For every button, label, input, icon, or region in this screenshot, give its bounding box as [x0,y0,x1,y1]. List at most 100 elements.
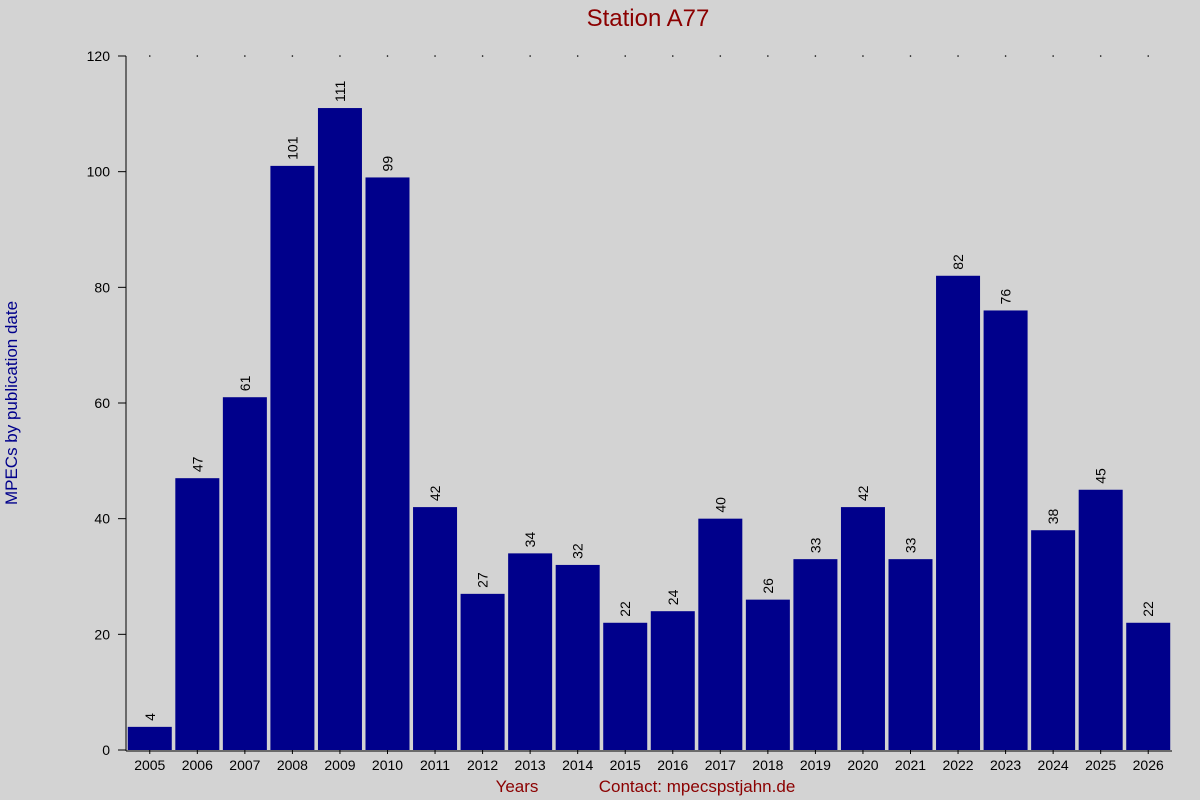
top-dot [1004,55,1007,57]
bar [270,165,315,751]
bar [888,559,933,750]
bar [745,599,790,750]
top-dot [244,55,246,57]
value-label: 38 [1045,508,1061,524]
x-axis-label: Years [496,777,539,796]
value-label: 32 [570,543,586,559]
value-label: 33 [807,537,823,553]
x-tick-label: 2017 [705,757,736,773]
bar [603,622,648,750]
top-dot [1147,55,1150,57]
value-label: 40 [712,497,728,513]
top-dot [386,55,389,57]
value-label: 45 [1093,468,1109,484]
y-tick-label: 20 [94,626,110,642]
value-label: 76 [998,289,1014,305]
x-tick-label: 2018 [752,757,783,773]
top-dot [481,55,484,57]
top-dot [576,55,579,57]
bar [222,397,267,750]
x-tick-label: 2010 [372,757,403,773]
y-tick-label: 40 [94,511,110,527]
value-label: 42 [855,485,871,501]
bar [1031,530,1076,750]
bar [650,611,695,750]
bar [413,507,458,750]
bar [508,553,553,750]
top-dot [909,55,912,57]
bar [460,593,505,750]
contact: Contact: mpecspstjahn.de [599,777,796,796]
x-tick-label: 2011 [420,757,450,773]
value-label: 47 [189,456,205,472]
bar [793,559,838,750]
x-tick-label: 2019 [800,757,831,773]
bar [983,310,1028,750]
value-label: 101 [284,136,300,160]
top-dot [624,55,627,57]
value-label: 4 [142,713,158,721]
bar [127,726,172,750]
value-label: 111 [332,81,348,102]
x-tick-label: 2022 [942,757,973,773]
top-dot [529,55,531,57]
x-tick-label: 2023 [990,757,1021,773]
top-dot [434,55,436,57]
value-label: 22 [617,601,633,617]
bar [365,177,410,750]
value-label: 34 [522,532,538,548]
x-tick-label: 2008 [277,757,308,773]
x-tick-label: 2026 [1133,757,1164,773]
y-tick-label: 60 [94,395,110,411]
bar [1126,622,1171,750]
x-tick-label: 2021 [895,757,926,773]
top-dot [719,55,722,57]
x-tick-label: 2012 [467,757,498,773]
x-tick-label: 2014 [562,757,593,773]
top-dot [1052,55,1054,57]
x-tick-label: 2015 [610,757,641,773]
value-label: 61 [237,375,253,391]
x-tick-label: 2020 [847,757,878,773]
bar [1078,489,1123,750]
y-tick-label: 0 [102,742,110,758]
y-tick-label: 100 [87,164,111,180]
x-tick-label: 2024 [1038,757,1069,773]
y-axis-label: MPECs by publication date [2,301,21,505]
top-dot [291,55,294,57]
top-dot [767,55,769,57]
bar [317,108,362,751]
x-tick-label: 2009 [324,757,355,773]
top-dot [814,55,817,57]
value-label: 26 [760,578,776,594]
value-label: 42 [427,485,443,501]
bar [936,275,981,750]
chart-title: Station A77 [587,5,710,32]
x-tick-label: 2006 [182,757,213,773]
value-label: 99 [380,156,396,172]
value-label: 33 [903,537,919,553]
value-label: 22 [1140,601,1156,617]
value-label: 82 [950,254,966,270]
bar [698,518,743,750]
x-tick-label: 2025 [1085,757,1116,773]
bar [555,564,600,750]
y-tick-label: 120 [87,48,111,64]
top-dot [671,55,674,57]
bar [175,478,220,750]
value-label: 24 [665,589,681,605]
y-tick-label: 80 [94,279,110,295]
top-dot [339,55,341,57]
x-tick-label: 2007 [229,757,260,773]
bar [840,507,885,750]
top-dot [148,55,151,57]
value-label: 27 [475,572,491,588]
top-dot [862,55,864,57]
x-tick-label: 2005 [134,757,165,773]
x-tick-label: 2016 [657,757,688,773]
x-tick-label: 2013 [515,757,546,773]
top-dot [957,55,959,57]
top-dot [196,55,199,57]
